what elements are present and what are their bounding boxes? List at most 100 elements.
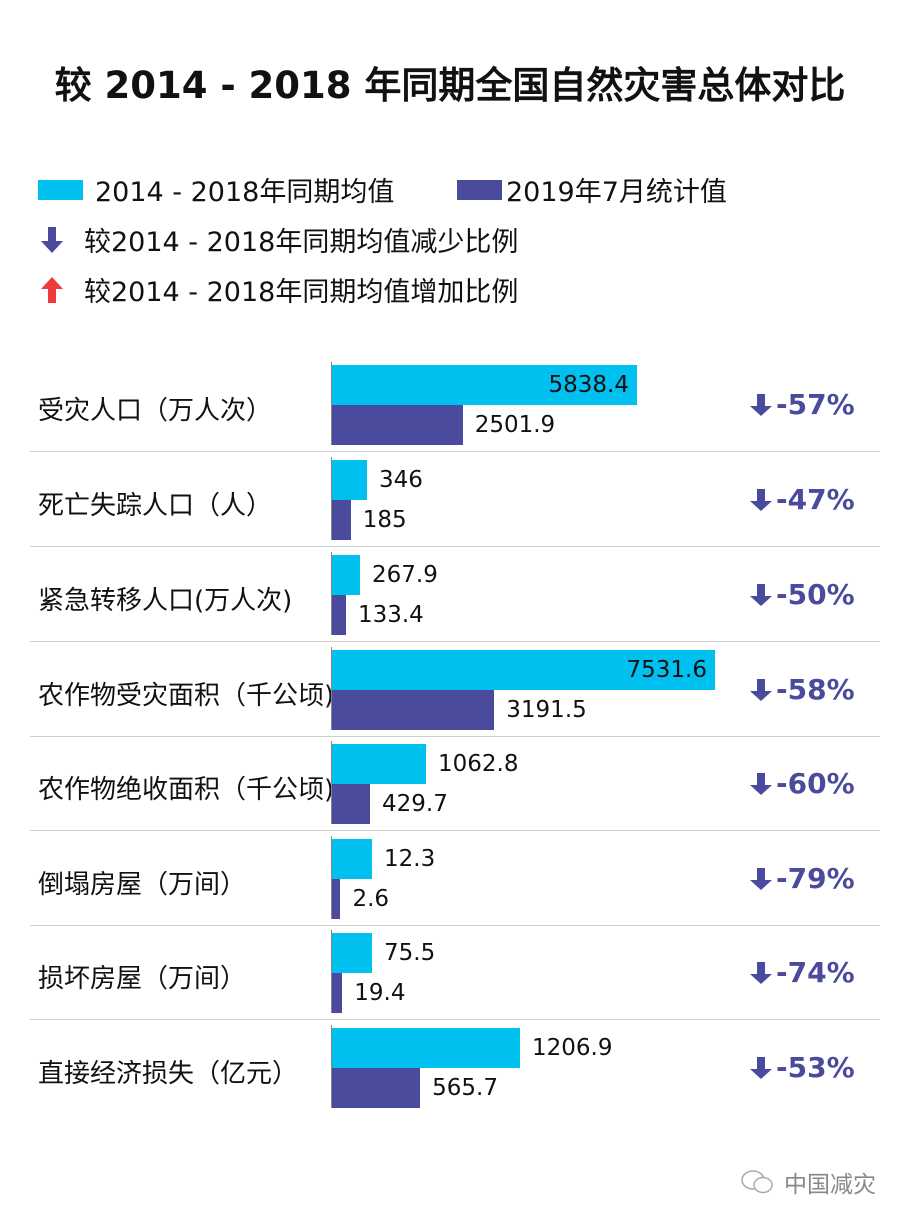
watermark: 中国减灾 (740, 1165, 876, 1199)
legend-label: 2019年7月统计值 (506, 177, 727, 208)
category-label: 死亡失踪人口（人） (38, 491, 273, 521)
value-label: 1062.8 (438, 751, 519, 777)
row-separator (30, 451, 880, 452)
category-label: 农作物绝收面积（千公顷) (38, 775, 335, 805)
row-separator (30, 830, 880, 831)
legend-swatch-cyan (38, 179, 83, 200)
change-value: -58% (776, 673, 855, 706)
row-6: 损坏房屋（万间） 75.5 19.4 -74% (30, 930, 880, 1025)
row-separator (30, 1019, 880, 1020)
value-label: 1206.9 (532, 1035, 613, 1061)
axis-line (331, 457, 332, 540)
arrow-down-icon (41, 226, 63, 253)
wechat-icon (741, 1170, 773, 1194)
category-label: 倒塌房屋（万间） (38, 870, 247, 900)
value-label: 267.9 (372, 562, 438, 588)
value-label: 7531.6 (626, 657, 707, 683)
axis-line (331, 552, 332, 635)
legend-item-avg: 2014 - 2018年同期均值 (38, 170, 394, 209)
row-0: 受灾人口（万人次） 5838.4 2501.9 -57% (30, 362, 880, 457)
value-label: 429.7 (382, 791, 448, 817)
change-value: -79% (776, 862, 855, 895)
row-4: 农作物绝收面积（千公顷) 1062.8 429.7 -60% (30, 741, 880, 836)
bar-2019 (332, 690, 495, 730)
legend-item-increase: 较2014 - 2018年同期均值增加比例 (32, 270, 518, 309)
change-value: -74% (776, 956, 855, 989)
row-2: 紧急转移人口(万人次) 267.9 133.4 -50% (30, 552, 880, 647)
bar-avg (332, 1028, 520, 1068)
row-5: 倒塌房屋（万间） 12.3 2.6 -79% (30, 836, 880, 931)
change-value: -47% (776, 483, 855, 516)
bar-avg (332, 365, 637, 405)
bar-2019 (332, 500, 351, 540)
change-label: -74% (748, 956, 855, 989)
row-7: 直接经济损失（亿元） 1206.9 565.7 -53% (30, 1025, 880, 1120)
arrow-down-icon (750, 583, 772, 606)
value-label: 185 (362, 507, 407, 533)
axis-line (331, 930, 332, 1013)
value-label: 2501.9 (474, 412, 556, 438)
legend-swatch-purple (457, 179, 502, 200)
change-value: -57% (776, 388, 855, 421)
row-1: 死亡失踪人口（人） 346 185 -47% (30, 457, 880, 552)
change-label: -53% (748, 1051, 855, 1084)
arrow-down-icon (750, 867, 772, 890)
legend-label: 2014 - 2018年同期均值 (95, 177, 395, 208)
row-separator (30, 925, 880, 926)
axis-line (331, 362, 332, 445)
legend-item-2019: 2019年7月统计值 (457, 170, 727, 209)
value-label: 565.7 (432, 1075, 498, 1101)
chart-title: 较 2014 - 2018 年同期全国自然灾害总体对比 (54, 64, 846, 107)
arrow-up-icon (41, 276, 63, 303)
legend-label: 较2014 - 2018年同期均值减少比例 (84, 227, 519, 258)
bar-avg (332, 933, 372, 973)
value-label: 133.4 (357, 602, 424, 628)
category-label: 受灾人口（万人次） (38, 396, 273, 426)
watermark-text: 中国减灾 (784, 1172, 876, 1198)
bar-2019 (332, 879, 341, 919)
change-value: -60% (776, 767, 855, 800)
value-label: 5838.4 (548, 372, 629, 398)
bar-2019 (332, 784, 370, 824)
axis-line (331, 741, 332, 824)
row-3: 农作物受灾面积（千公顷) 7531.6 3191.5 -58% (30, 647, 880, 742)
change-label: -58% (748, 673, 855, 706)
value-label: 75.5 (384, 940, 436, 966)
row-separator (30, 641, 880, 642)
axis-line (331, 647, 332, 730)
bar-2019 (332, 595, 346, 635)
change-label: -79% (748, 862, 855, 895)
arrow-down-icon (750, 961, 772, 984)
arrow-down-icon (750, 772, 772, 795)
bar-2019 (332, 973, 343, 1013)
change-label: -60% (748, 767, 855, 800)
value-label: 12.3 (384, 846, 436, 872)
bar-avg (332, 839, 372, 879)
axis-line (331, 836, 332, 919)
bar-avg (332, 650, 715, 690)
category-label: 损坏房屋（万间） (38, 964, 247, 994)
axis-line (331, 1025, 332, 1108)
legend-item-decrease: 较2014 - 2018年同期均值减少比例 (32, 220, 518, 259)
change-label: -47% (748, 483, 855, 516)
row-separator (30, 736, 880, 737)
change-value: -50% (776, 578, 855, 611)
arrow-down-icon (750, 393, 772, 416)
category-label: 农作物受灾面积（千公顷) (38, 681, 335, 711)
arrow-down-icon (750, 1056, 772, 1079)
value-label: 2.6 (352, 886, 390, 912)
change-label: -57% (748, 388, 855, 421)
bar-avg (332, 460, 367, 500)
change-label: -50% (748, 578, 855, 611)
category-label: 紧急转移人口(万人次) (38, 586, 293, 616)
arrow-down-icon (750, 488, 772, 511)
bar-avg (332, 744, 426, 784)
arrow-down-icon (750, 678, 772, 701)
value-label: 19.4 (354, 980, 406, 1006)
row-separator (30, 546, 880, 547)
bar-2019 (332, 405, 463, 445)
legend-label: 较2014 - 2018年同期均值增加比例 (84, 277, 519, 308)
category-label: 直接经济损失（亿元） (38, 1059, 299, 1089)
bar-avg (332, 555, 360, 595)
